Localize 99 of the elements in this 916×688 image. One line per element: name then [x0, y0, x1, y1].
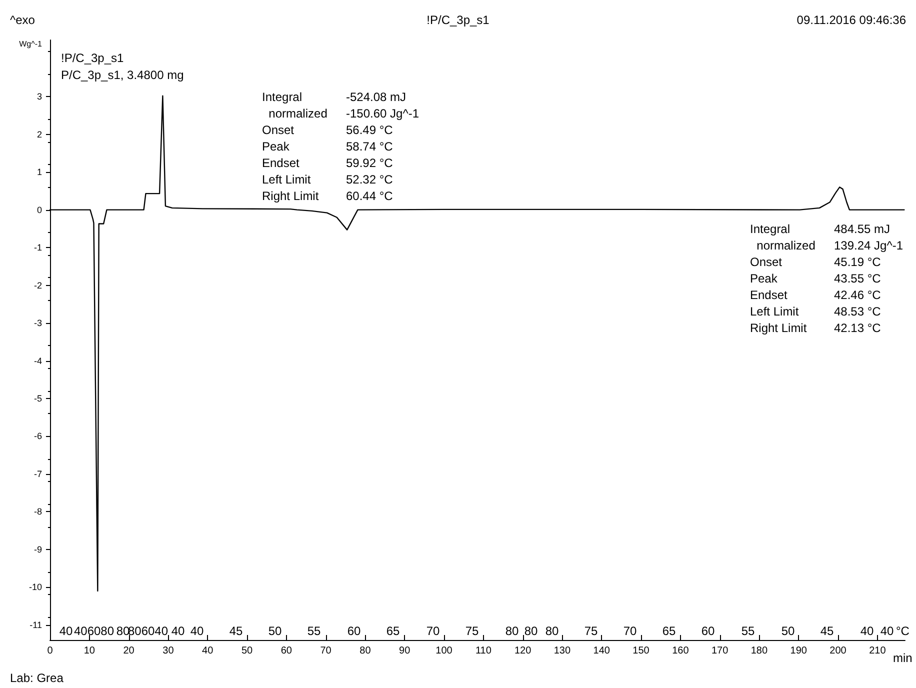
x-tick-label: 20 [123, 646, 135, 656]
annotation: Integral [262, 90, 302, 104]
x-tick-label: 140 [593, 646, 610, 656]
y-tick-label: 0 [36, 204, 42, 215]
annotation: 65 [386, 624, 400, 638]
annotation: 60 [701, 624, 715, 638]
x-tick-label: 130 [554, 646, 571, 656]
annotation: Left Limit [262, 172, 312, 186]
annotation: 45 [229, 624, 243, 638]
annotation: 70 [426, 624, 440, 638]
y-tick-label: -1 [34, 242, 42, 253]
annotation: !P/C_3p_s1 [61, 51, 124, 65]
y-tick-label: -6 [34, 431, 42, 442]
annotation: 50 [268, 624, 282, 638]
y-tick-label: -2 [34, 280, 42, 290]
text: ^exo [10, 13, 36, 27]
y-tick-label: 2 [36, 129, 42, 140]
y-tick-label: -4 [34, 356, 42, 366]
annotation: Peak [750, 272, 778, 286]
annotation: 40 [59, 624, 73, 638]
annotation: 40 [880, 624, 894, 638]
y-tick-label: -3 [34, 318, 42, 328]
text: Lab: Grea [10, 671, 64, 685]
y-tick-label: -7 [34, 468, 42, 479]
annotation: 80 [505, 624, 519, 638]
annotation: 484.55 mJ [834, 222, 890, 236]
annotation: 55 [741, 624, 755, 638]
chart-title: !P/C_3p_s1 [426, 13, 490, 27]
annotation: Left Limit [750, 304, 800, 318]
x-tick-label: 0 [47, 646, 54, 656]
annotation: P/C_3p_s1, 3.4800 mg [61, 68, 184, 82]
x-tick-label: 100 [436, 646, 453, 656]
y-tick-label: -5 [34, 393, 42, 404]
text: 09.11.2016 09:46:36 [796, 13, 906, 27]
x-tick-label: 160 [672, 646, 690, 656]
annotation: 42.13 °C [834, 321, 882, 335]
annotation: 42.46 °C [834, 288, 882, 302]
x-tick-label: 150 [632, 646, 650, 656]
annotation: 59.92 °C [346, 156, 394, 170]
y-tick-label: 3 [36, 92, 42, 102]
annotation: 70 [623, 624, 637, 638]
y-tick-label: 1 [36, 167, 42, 178]
x-tick-label: 210 [869, 646, 886, 656]
annotation: Right Limit [262, 189, 320, 203]
x2-axis-title: °C [896, 624, 910, 638]
annotation: 80 [524, 624, 538, 638]
annotation: 40 [860, 624, 874, 638]
annotation: 60.44 °C [346, 189, 394, 203]
y-tick-label: -11 [30, 620, 42, 630]
annotation: 406080 [74, 624, 114, 638]
x-tick-label: 10 [84, 646, 96, 656]
annotation: -150.60 Jg^-1 [346, 106, 420, 120]
annotation: 65 [662, 624, 676, 638]
annotation: 139.24 Jg^-1 [834, 238, 904, 252]
annotation: 806040 [128, 624, 168, 638]
x-tick-label: 50 [241, 646, 254, 656]
annotation: Endset [262, 156, 300, 170]
annotation: 45 [820, 624, 834, 638]
annotation: Integral [750, 222, 790, 236]
annotation: 40 [190, 624, 204, 638]
x-tick-label: 120 [514, 646, 532, 656]
y-tick-label: -9 [34, 544, 42, 554]
x-tick-label: 110 [475, 646, 492, 656]
annotation: 56.49 °C [346, 123, 394, 137]
annotation: normalized [262, 106, 328, 120]
annotation: 40 [171, 624, 185, 638]
x-tick-label: 170 [711, 646, 729, 656]
x-tick-label: 80 [360, 646, 372, 656]
annotation: 80 [545, 624, 559, 638]
annotation: 45.19 °C [834, 255, 882, 269]
annotation: 75 [465, 624, 479, 638]
x-tick-label: 40 [202, 646, 214, 656]
annotation: 43.55 °C [834, 272, 882, 286]
annotation: 48.53 °C [834, 304, 882, 318]
annotation: 60 [347, 624, 361, 638]
annotation: Endset [750, 288, 788, 302]
annotation: Peak [262, 140, 290, 154]
x-tick-label: 200 [830, 646, 847, 656]
annotation: 58.74 °C [346, 140, 394, 154]
annotation: Onset [262, 123, 295, 137]
y-tick-label: -8 [34, 506, 42, 517]
y-axis-title: Wg^-1 [19, 40, 43, 48]
x-axis-title: min [893, 651, 912, 665]
annotation: 52.32 °C [346, 172, 394, 186]
x-tick-label: 190 [790, 646, 808, 656]
annotation: -524.08 mJ [346, 90, 406, 104]
annotation: 50 [781, 624, 795, 638]
x-tick-label: 90 [399, 646, 411, 656]
x-tick-label: 30 [162, 646, 174, 656]
x-tick-label: 180 [750, 646, 768, 656]
annotation: 75 [584, 624, 598, 638]
x-tick-label: 60 [280, 646, 292, 656]
y-tick-label: -10 [28, 582, 42, 592]
annotation: normalized [750, 238, 816, 252]
annotation: Right Limit [750, 321, 808, 335]
x-tick-label: 70 [320, 646, 332, 656]
annotation: 55 [307, 624, 321, 638]
annotation: 80 [116, 624, 130, 638]
annotation: Onset [750, 255, 783, 269]
